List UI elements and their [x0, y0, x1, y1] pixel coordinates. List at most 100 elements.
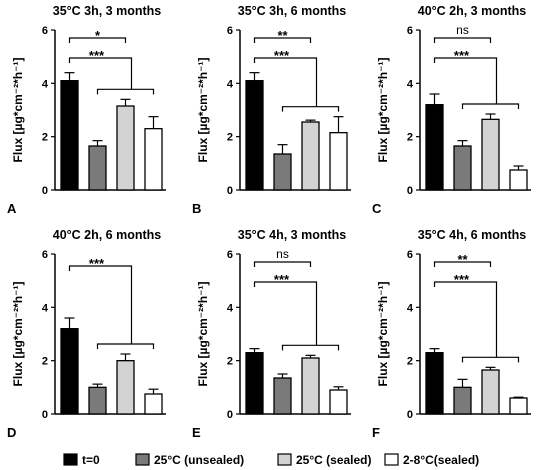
- significance-label: ***: [89, 256, 105, 271]
- panel-e: 35°C 4h, 3 months Flux [µg*cm⁻²*h⁻¹] 0 2 4 6 n…: [192, 228, 351, 440]
- significance-bracket: [253, 37, 312, 43]
- panel-letter: F: [372, 425, 380, 440]
- y-axis-label: Flux [µg*cm⁻²*h⁻¹]: [11, 282, 25, 387]
- legend-swatch-4: [384, 453, 399, 466]
- y-axis-label: Flux [µg*cm⁻²*h⁻¹]: [196, 282, 210, 387]
- bar-3: [116, 360, 135, 415]
- bar-4: [144, 393, 163, 415]
- significance-label: ***: [454, 48, 470, 63]
- significance-label: ***: [274, 48, 290, 63]
- panel-c: 40°C 2h, 3 months Flux [µg*cm⁻²*h⁻¹] 0 2 4 6 n…: [372, 4, 531, 216]
- y-tick-label: 6: [227, 25, 233, 37]
- panel-letter: B: [192, 201, 201, 216]
- panel-a: 35°C 3h, 3 months Flux [µg*cm⁻²*h⁻¹] 0 2 4 6 *…: [7, 4, 166, 216]
- group-bracket: [281, 106, 340, 112]
- y-tick-label: 6: [407, 25, 413, 37]
- panel-letter: D: [7, 425, 16, 440]
- y-tick-label: 6: [407, 249, 413, 261]
- bar-1: [245, 352, 264, 415]
- panel-title: 40°C 2h, 6 months: [53, 228, 162, 242]
- panel-d: 40°C 2h, 6 months Flux [µg*cm⁻²*h⁻¹] 0 2 4 6 *…: [7, 228, 166, 440]
- legend-swatch-2: [135, 453, 150, 466]
- panel-title: 35°C 4h, 6 months: [418, 228, 527, 242]
- y-tick-label: 4: [227, 302, 234, 314]
- panel-title: 35°C 3h, 6 months: [238, 4, 347, 18]
- significance-bracket: [68, 265, 133, 344]
- y-tick-label: 0: [42, 185, 48, 197]
- panel-letter: A: [7, 201, 17, 216]
- y-axis-label: Flux [µg*cm⁻²*h⁻¹]: [376, 282, 390, 387]
- y-tick-label: 0: [407, 409, 413, 421]
- bar-4: [144, 128, 163, 191]
- significance-bracket: [433, 37, 492, 43]
- significance-label: ns: [456, 23, 469, 37]
- significance-label: **: [277, 28, 288, 43]
- group-bracket: [461, 103, 520, 109]
- y-axis-label: Flux [µg*cm⁻²*h⁻¹]: [376, 58, 390, 163]
- y-tick-label: 4: [42, 302, 49, 314]
- significance-bracket: [433, 57, 498, 104]
- group-bracket: [96, 343, 155, 349]
- significance-bracket: [253, 261, 312, 267]
- significance-bracket: [253, 57, 318, 107]
- significance-bracket: [68, 57, 133, 90]
- significance-bracket: [68, 37, 127, 43]
- bar-2: [273, 153, 292, 191]
- bar-3: [116, 105, 135, 191]
- y-tick-label: 4: [407, 302, 414, 314]
- y-tick-label: 4: [227, 78, 234, 90]
- y-tick-label: 0: [407, 185, 413, 197]
- panel-b: 35°C 3h, 6 months Flux [µg*cm⁻²*h⁻¹] 0 2 4 6 *…: [192, 4, 351, 216]
- bar-1: [60, 80, 79, 191]
- y-tick-label: 2: [407, 132, 413, 144]
- bar-4: [329, 132, 348, 191]
- bar-3: [481, 118, 500, 191]
- y-tick-label: 2: [42, 132, 48, 144]
- significance-label: ns: [276, 247, 289, 261]
- group-bracket: [281, 344, 340, 351]
- y-tick-label: 4: [407, 78, 414, 90]
- y-tick-label: 2: [407, 356, 413, 368]
- panel-letter: C: [372, 201, 382, 216]
- bar-1: [425, 352, 444, 415]
- panel-title: 35°C 3h, 3 months: [53, 4, 162, 18]
- legend-label: 2-8°C(sealed): [403, 453, 479, 467]
- y-tick-label: 0: [42, 409, 48, 421]
- significance-label: ***: [274, 272, 290, 287]
- bar-3: [301, 121, 320, 191]
- y-tick-label: 6: [42, 249, 48, 261]
- y-tick-label: 0: [227, 185, 233, 197]
- panel-title: 35°C 4h, 3 months: [238, 228, 347, 242]
- y-tick-label: 2: [42, 356, 48, 368]
- significance-label: ***: [89, 48, 105, 63]
- y-tick-label: 6: [227, 249, 233, 261]
- group-bracket: [461, 356, 520, 363]
- bar-2: [453, 386, 472, 415]
- bar-1: [245, 80, 264, 191]
- bar-4: [509, 169, 528, 191]
- bar-2: [453, 145, 472, 191]
- significance-label: *: [95, 28, 101, 43]
- panel-letter: E: [192, 425, 201, 440]
- bar-2: [273, 377, 292, 415]
- significance-bracket: [433, 281, 498, 358]
- significance-bracket: [433, 261, 492, 267]
- legend-label: 25°C (unsealed): [154, 453, 244, 467]
- legend-swatch-1: [63, 453, 78, 466]
- bar-4: [509, 397, 528, 415]
- y-tick-label: 2: [227, 132, 233, 144]
- panel-f: 35°C 4h, 6 months Flux [µg*cm⁻²*h⁻¹] 0 2 4 6 *…: [372, 228, 531, 440]
- significance-bracket: [253, 281, 318, 346]
- bar-1: [60, 328, 79, 415]
- y-tick-label: 6: [42, 25, 48, 37]
- bar-4: [329, 389, 348, 415]
- significance-label: ***: [454, 272, 470, 287]
- y-tick-label: 0: [227, 409, 233, 421]
- bar-2: [88, 386, 107, 415]
- y-tick-label: 2: [227, 356, 233, 368]
- y-axis-label: Flux [µg*cm⁻²*h⁻¹]: [196, 58, 210, 163]
- bar-1: [425, 104, 444, 191]
- legend-label: t=0: [82, 453, 100, 467]
- bar-2: [88, 145, 107, 191]
